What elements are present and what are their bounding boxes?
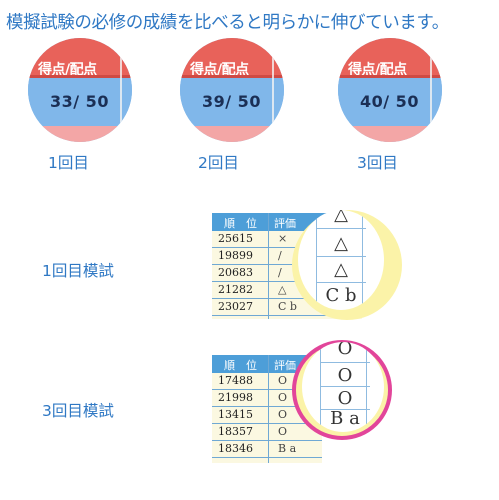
score-header: 得点/配点 [190,62,249,78]
score-header: 得点/配点 [348,62,407,78]
attempt-label-2: 2回目 [198,154,239,172]
attempt-label-1: 1回目 [48,154,89,172]
eval-mark: / [278,249,282,262]
eval-mark: O [278,391,288,404]
score-value: 39/ 50 [202,92,261,111]
score-value: 33/ 50 [50,92,109,111]
eval-mark: C b [278,300,297,313]
zoom-mark: O [337,388,353,409]
score-circle-1: 得点/配点 33/ 50 [28,38,132,142]
rank-value: 21998 [218,391,253,404]
headline: 模擬試験の必修の成績を比べると明らかに伸びています。 [6,13,449,33]
rank-value: 17488 [218,374,253,387]
zoom-mark: B a [330,408,360,429]
eval-mark: B a [278,442,297,455]
rank-value: 18357 [218,425,253,438]
score-value: 40/ 50 [360,92,419,111]
score-circle-2: 得点/配点 39/ 50 [180,38,284,142]
zoom-mark: O [337,365,353,386]
eval-mark: △ [278,283,287,296]
eval-mark: O [278,374,288,387]
exam-label-1: 1回目模試 [42,262,114,280]
header-eval: 評価 [274,359,296,372]
header-rank: 順 位 [224,359,257,372]
rank-value: 25615 [218,232,253,245]
rank-value: 20683 [218,266,253,279]
header-rank: 順 位 [224,217,257,230]
zoom-mark: △ [334,233,348,254]
magnifier-3: O O O B a [302,342,384,432]
rank-value: 19899 [218,249,253,262]
zoom-mark: △ [334,259,348,280]
zoom-mark: O [337,342,353,359]
exam-label-3: 3回目模試 [42,402,114,420]
score-header: 得点/配点 [38,62,97,78]
eval-mark: × [278,232,288,245]
rank-value: 13415 [218,408,253,421]
eval-mark: O [278,408,288,421]
rank-value: 18346 [218,442,253,455]
zoom-mark: C b [325,285,357,306]
header-eval: 評価 [274,217,296,230]
score-circle-3: 得点/配点 40/ 50 [338,38,442,142]
attempt-label-3: 3回目 [357,154,398,172]
rank-value: 23027 [218,300,253,313]
zoom-mark: △ [334,210,348,225]
eval-mark: / [278,266,282,279]
rank-value: 21282 [218,283,253,296]
magnifier-1: △ △ △ C b [298,210,384,310]
eval-mark: O [278,425,288,438]
